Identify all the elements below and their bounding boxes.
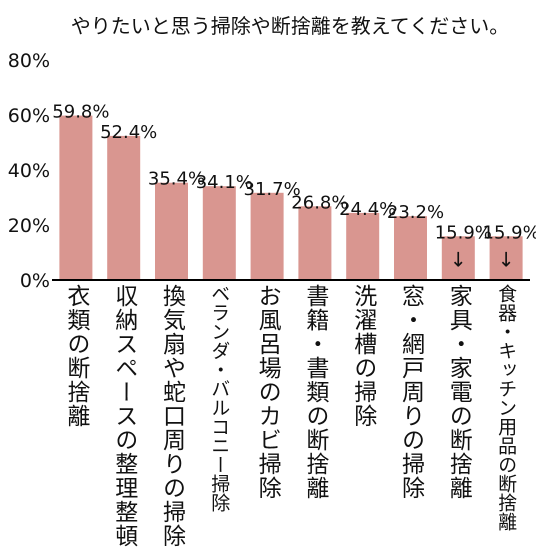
- bar: [59, 115, 93, 280]
- bar: [202, 186, 236, 280]
- data-label: 24.4%: [339, 199, 396, 220]
- annotation-arrows: ↓ ↓: [450, 247, 515, 271]
- category-label: 洗濯槽の掃除: [349, 284, 376, 428]
- category-label: 衣類の断捨離: [62, 284, 89, 428]
- data-label: 35.4%: [148, 169, 205, 190]
- bar: [250, 192, 284, 280]
- bar: [441, 236, 475, 280]
- chart-title: やりたいと思う掃除や断捨離を教えてください。: [71, 14, 509, 38]
- bars: [59, 115, 523, 280]
- y-tick-label: 0%: [20, 270, 50, 292]
- data-label: 59.8%: [52, 102, 109, 123]
- data-labels: 59.8%52.4% 35.4%34.1%31.7%26.8%24.4%23.2%…: [52, 102, 536, 244]
- y-tick-label: 80%: [8, 50, 50, 72]
- data-label: 31.7%: [244, 179, 301, 200]
- y-tick-label: 60%: [8, 105, 50, 127]
- data-label: 26.8%: [291, 192, 348, 213]
- data-label: 23.2%: [387, 202, 444, 223]
- y-tick-label: 20%: [8, 215, 50, 237]
- category-label: 窓・網戸周りの掃除: [397, 284, 424, 500]
- data-label: 15.9%: [435, 222, 492, 243]
- y-axis-ticks: 0% 20% 40% 60% 80%: [8, 50, 50, 292]
- data-label: 15.9%: [483, 222, 536, 243]
- category-label: 書籍・書類の断捨離: [301, 284, 328, 500]
- category-label: 換気扇や蛇口周りの掃除: [158, 284, 185, 548]
- data-label: 52.4%: [100, 122, 157, 143]
- down-arrow-icon: ↓: [498, 247, 515, 271]
- category-label: 家具・家電の断捨離: [445, 284, 472, 500]
- bar: [394, 216, 427, 280]
- category-label: お風呂場のカビ掃除: [254, 284, 281, 500]
- down-arrow-icon: ↓: [450, 247, 467, 271]
- chart-container: やりたいと思う掃除や断捨離を教えてください。 0% 20% 40% 60% 80% 59…: [8, 14, 536, 548]
- data-label: 34.1%: [196, 172, 253, 193]
- bar: [489, 236, 523, 280]
- bar: [107, 135, 141, 280]
- y-tick-label: 40%: [8, 160, 50, 182]
- category-label: ベランダ・バルコニー掃除: [208, 284, 231, 512]
- bar: [346, 212, 380, 280]
- bar: [298, 206, 332, 280]
- bar-chart: やりたいと思う掃除や断捨離を教えてください。 0% 20% 40% 60% 80% 59…: [8, 14, 536, 292]
- category-label: 食器・キッチン用品の断捨離: [495, 284, 518, 531]
- category-label: 収納スペースの整理整頓: [110, 284, 137, 548]
- bar: [155, 182, 188, 280]
